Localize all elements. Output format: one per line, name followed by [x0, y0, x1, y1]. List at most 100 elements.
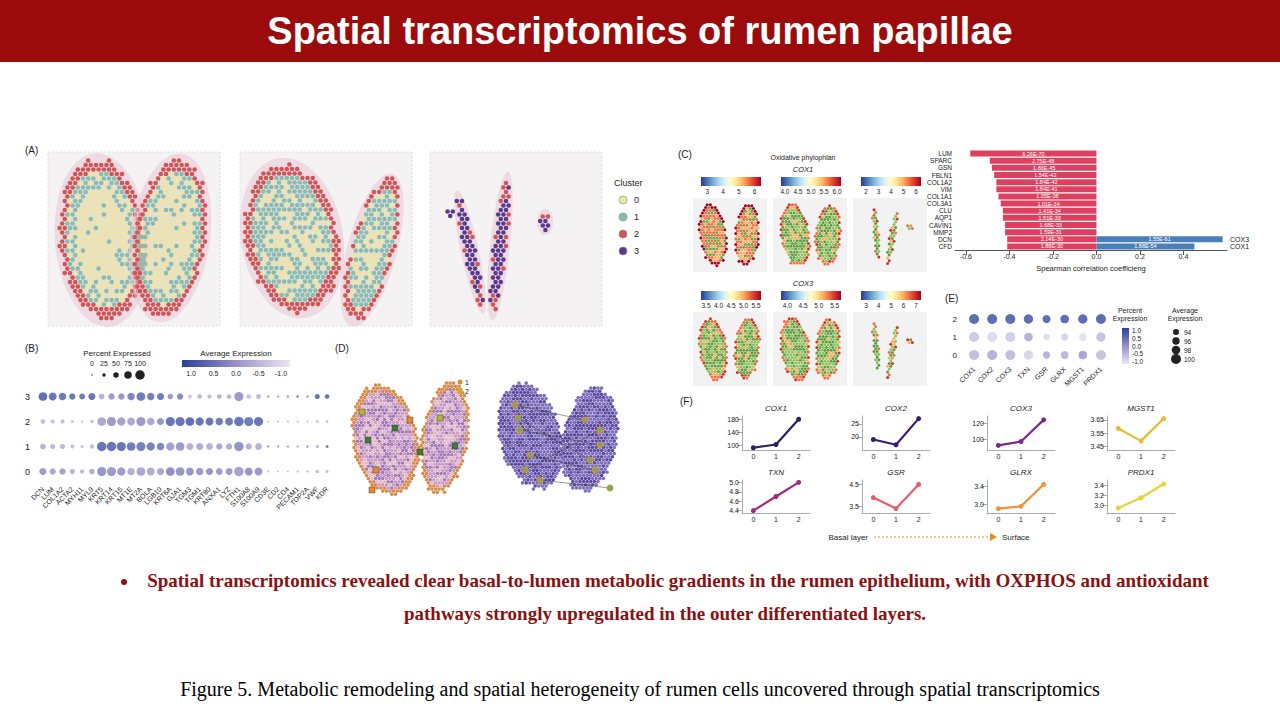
svg-text:Cluster: Cluster [614, 178, 643, 188]
svg-text:3.65: 3.65 [1090, 416, 1104, 423]
svg-text:25: 25 [100, 360, 108, 367]
svg-text:1.01E-34: 1.01E-34 [1037, 201, 1059, 207]
svg-text:GSR: GSR [1033, 366, 1049, 382]
svg-text:1.84E-42: 1.84E-42 [1035, 179, 1057, 185]
svg-text:PercentExpression: PercentExpression [1113, 307, 1148, 323]
svg-text:1.84E-41: 1.84E-41 [1035, 186, 1057, 192]
svg-text:COX2: COX2 [976, 365, 994, 383]
svg-text:0: 0 [1116, 453, 1120, 460]
svg-text:COX1: COX1 [793, 165, 813, 174]
svg-text:4: 4 [721, 188, 725, 195]
svg-text:3: 3 [25, 392, 30, 402]
svg-text:Percent Expressed: Percent Expressed [83, 349, 151, 358]
svg-text:5: 5 [889, 302, 893, 309]
svg-text:2: 2 [465, 388, 469, 395]
svg-text:GLRX: GLRX [1010, 468, 1032, 477]
svg-text:94: 94 [1184, 329, 1192, 336]
svg-text:100: 100 [134, 360, 146, 367]
svg-text:MGST1: MGST1 [1127, 404, 1155, 413]
svg-text:25: 25 [851, 420, 859, 427]
svg-text:CLU: CLU [939, 207, 952, 214]
svg-text:6.0: 6.0 [833, 188, 842, 195]
svg-text:120: 120 [972, 420, 984, 427]
svg-text:3.45: 3.45 [1090, 443, 1104, 450]
svg-text:1.59E-31: 1.59E-31 [1040, 229, 1062, 235]
svg-text:0: 0 [634, 195, 639, 205]
svg-text:1.41E-34: 1.41E-34 [1038, 208, 1060, 214]
svg-text:2: 2 [917, 516, 921, 523]
svg-text:0: 0 [1116, 516, 1120, 523]
svg-text:PRDX1: PRDX1 [1082, 365, 1103, 386]
svg-text:(C): (C) [678, 149, 692, 160]
svg-text:COL3A1: COL3A1 [927, 200, 952, 207]
svg-text:4.4: 4.4 [729, 507, 739, 514]
svg-text:0.4: 0.4 [1179, 253, 1189, 260]
svg-text:4: 4 [877, 302, 881, 309]
svg-text:2: 2 [1162, 453, 1166, 460]
svg-text:0.5: 0.5 [209, 370, 219, 377]
svg-text:(E): (E) [945, 293, 958, 304]
svg-text:AverageExpression: AverageExpression [1168, 307, 1203, 323]
svg-text:5.0: 5.0 [729, 479, 739, 486]
svg-text:2.14E-30: 2.14E-30 [1041, 236, 1063, 242]
svg-text:SPARC: SPARC [930, 157, 952, 164]
svg-text:100: 100 [727, 442, 739, 449]
svg-text:1.55E-61: 1.55E-61 [1148, 236, 1170, 242]
svg-text:4.5: 4.5 [849, 481, 859, 488]
svg-text:GSN: GSN [938, 164, 952, 171]
svg-text:1.88E-30: 1.88E-30 [1041, 243, 1063, 249]
svg-text:Oxidative phylophlan: Oxidative phylophlan [771, 154, 836, 162]
svg-text:MMP2: MMP2 [933, 229, 952, 236]
svg-text:-0.5: -0.5 [252, 370, 264, 377]
svg-text:3: 3 [877, 188, 881, 195]
svg-text:4.5: 4.5 [726, 302, 735, 309]
svg-text:3.55: 3.55 [1090, 430, 1104, 437]
svg-text:4.0: 4.0 [714, 302, 723, 309]
svg-text:2.75E-48: 2.75E-48 [1032, 158, 1054, 164]
svg-text:(D): (D) [335, 343, 349, 354]
svg-text:1: 1 [953, 333, 958, 342]
svg-text:1: 1 [1019, 453, 1023, 460]
svg-text:0: 0 [90, 360, 94, 367]
svg-text:0.0: 0.0 [231, 370, 241, 377]
svg-text:2: 2 [917, 453, 921, 460]
svg-text:1: 1 [1019, 516, 1023, 523]
svg-text:20: 20 [851, 433, 859, 440]
svg-text:4.0: 4.0 [780, 188, 789, 195]
svg-text:4.6: 4.6 [729, 498, 739, 505]
svg-text:1: 1 [774, 516, 778, 523]
svg-text:4: 4 [889, 188, 893, 195]
svg-text:6: 6 [914, 188, 918, 195]
svg-text:COX1: COX1 [765, 404, 787, 413]
svg-text:TXN: TXN [1016, 366, 1031, 381]
svg-text:PRDX1: PRDX1 [1128, 468, 1155, 477]
svg-text:0.5: 0.5 [1132, 335, 1141, 342]
svg-text:0: 0 [871, 516, 875, 523]
svg-text:COL1A1: COL1A1 [927, 193, 952, 200]
svg-text:3: 3 [864, 302, 868, 309]
svg-text:3.4: 3.4 [974, 483, 984, 490]
svg-text:GSR: GSR [887, 468, 905, 477]
svg-text:COL1A2: COL1A2 [927, 179, 952, 186]
svg-text:1: 1 [894, 516, 898, 523]
svg-text:VIM: VIM [940, 186, 952, 193]
svg-text:-0.5: -0.5 [1132, 350, 1144, 357]
svg-text:4.8: 4.8 [729, 488, 739, 495]
svg-text:3.2: 3.2 [1094, 492, 1104, 499]
svg-text:5.5: 5.5 [751, 302, 760, 309]
svg-text:DCN: DCN [938, 236, 952, 243]
svg-text:1: 1 [25, 442, 30, 452]
svg-text:0: 0 [25, 467, 30, 477]
svg-text:FBLN1: FBLN1 [932, 172, 953, 179]
svg-text:KDR: KDR [314, 486, 329, 501]
svg-text:2: 2 [1042, 453, 1046, 460]
svg-text:0: 0 [871, 453, 875, 460]
svg-text:(F): (F) [680, 396, 693, 407]
svg-text:COX3: COX3 [994, 365, 1012, 383]
svg-text:75: 75 [124, 360, 132, 367]
svg-text:3.5: 3.5 [849, 503, 859, 510]
svg-text:0: 0 [953, 351, 958, 360]
svg-text:5: 5 [902, 188, 906, 195]
svg-text:1.05E-38: 1.05E-38 [1036, 193, 1058, 199]
svg-text:COX1: COX1 [958, 365, 976, 383]
